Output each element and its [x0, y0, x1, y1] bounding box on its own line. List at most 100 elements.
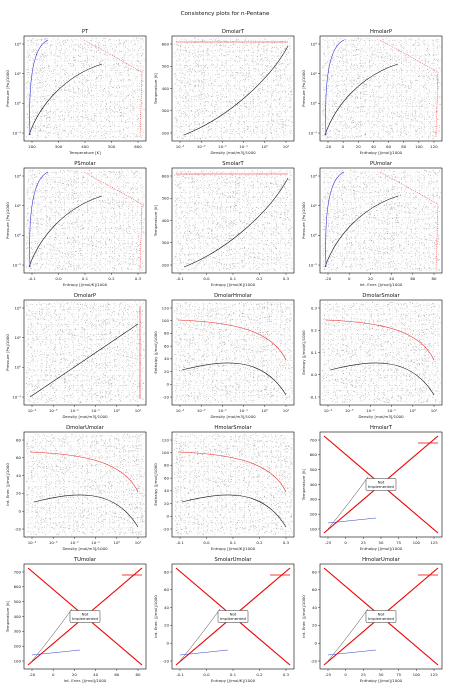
annotation-text: Implemented [72, 616, 98, 621]
y-axis-label: Int. Ener. [J/mol]/1000 [301, 595, 306, 638]
blue-curve [29, 171, 49, 268]
x-axis-label: Density [mol/m3]/1000 [210, 414, 256, 419]
x-tick-label: 400 [81, 144, 89, 149]
y-tick-label: 600 [162, 173, 170, 178]
subplot-dmolarhmolar: DmolarHmolar 10⁻⁴ 10⁻³ 10⁻² 10⁻¹ 10⁰ 10¹ -20 0 20… [153, 293, 295, 419]
y-tick-label: 600 [162, 41, 170, 46]
x-tick-label: 600 [134, 144, 142, 149]
saturation-curve [29, 323, 139, 398]
x-tick-label: 10⁻¹ [91, 540, 100, 545]
subplot-dmolarsmolar: DmolarSmolar 10⁻⁴ 10⁻³ 10⁻² 10⁻¹ 10⁰ 10¹ -0.1 0.… [301, 293, 443, 419]
y-tick-label: 10⁰ [310, 101, 317, 106]
y-tick-label: 80 [164, 463, 169, 468]
y-tick-label: 20 [312, 623, 317, 628]
annotation-text: Not [230, 612, 237, 617]
saturation-curve [179, 608, 221, 662]
y-tick-label: 100 [310, 526, 318, 531]
x-tick-label: 100 [413, 540, 421, 545]
y-tick-label: 80 [164, 331, 169, 336]
x-tick-label: 200 [28, 144, 36, 149]
annotation-text: Implemented [368, 616, 394, 621]
y-tick-label: 200 [310, 511, 318, 516]
x-tick-label: 10⁻⁴ [28, 540, 37, 545]
axes-frame [171, 299, 295, 406]
scatter-points [26, 37, 145, 140]
scatter-points [322, 301, 441, 404]
subplot-title: SmolarUmolar [214, 557, 252, 563]
subplot-dmolart: DmolarT 10⁻⁴ 10⁻³ 10⁻² 10⁻¹ 10⁰ 10¹ 200 300 400 50… [153, 29, 295, 155]
y-tick-label: 60 [164, 587, 169, 592]
x-tick-label: 10¹ [283, 408, 290, 413]
y-tick-label: 0.1 [311, 350, 318, 355]
y-tick-label: 40 [16, 473, 21, 478]
x-tick-label: 20 [356, 144, 361, 149]
y-axis-label: Pressure [Pa]/1000 [5, 70, 10, 107]
red-curve [379, 171, 439, 270]
x-tick-label: 10⁰ [114, 540, 121, 545]
x-tick-label: 75 [396, 672, 401, 677]
y-tick-label: 500 [162, 196, 170, 201]
annotation-box [365, 478, 397, 491]
blue-curve [325, 171, 345, 268]
scatter-points [26, 301, 145, 404]
x-tick-label: 10⁻² [218, 144, 227, 149]
annotation-box [69, 610, 101, 623]
x-tick-label: 10⁰ [410, 408, 417, 413]
x-tick-label: 10¹ [283, 144, 290, 149]
plot-area [26, 301, 145, 404]
y-tick-label: 300 [14, 629, 22, 634]
x-tick-label: 0.3 [283, 540, 290, 545]
x-tick-label: 10⁰ [262, 144, 269, 149]
subplot-hmolarp: HmolarP -20 0 20 40 60 80 100 120 10⁻² 10⁰ 10² 10⁴ En… [301, 29, 443, 155]
y-axis-label: Int. Ener. [J/mol]/1000 [5, 463, 10, 506]
saturation-curve [324, 63, 399, 136]
x-tick-label: 10⁻² [70, 540, 79, 545]
y-tick-label: 10⁰ [14, 233, 21, 238]
annotation-box [365, 610, 397, 623]
subplot-pumolar: PUmolar -20 0 20 40 60 80 10⁻² 10⁰ 10² 10⁴ Int. Ene… [301, 161, 443, 287]
y-tick-label: 200 [14, 643, 22, 648]
x-tick-label: 0 [348, 276, 351, 281]
y-axis-label: Pressure [Pa]/1000 [5, 334, 10, 371]
x-axis-label: Enthalpy [J/mol]/1000 [360, 546, 403, 551]
x-axis-label: Int. Ener. [J/mol]/1000 [64, 678, 107, 683]
y-tick-label: 120 [162, 437, 170, 442]
subplot-smolarumolar: SmolarUmolar -0.1 0.0 0.1 0.2 0.3 -20 0 20 40 60 80… [153, 557, 295, 683]
subplot-title: PT [82, 29, 89, 35]
scatter-points [174, 301, 293, 403]
y-tick-label: 60 [312, 587, 317, 592]
y-tick-label: 200 [162, 130, 170, 135]
x-axis-label: Density [mol/m3]/1000 [62, 546, 108, 551]
saturation-curve [31, 608, 73, 662]
x-tick-label: 125 [430, 672, 438, 677]
x-tick-label: 10⁻³ [49, 540, 58, 545]
x-tick-label: 10⁰ [262, 408, 269, 413]
y-axis-label: Temperature [K] [153, 204, 158, 237]
y-tick-label: 0 [167, 514, 170, 519]
x-tick-label: 500 [108, 144, 116, 149]
y-tick-label: -0.1 [309, 394, 317, 399]
red-curve [379, 39, 439, 138]
y-axis-label: Pressure [Pa]/1000 [301, 70, 306, 107]
plot-area [174, 301, 293, 403]
y-tick-label: 20 [164, 501, 169, 506]
y-tick-label: 60 [164, 343, 169, 348]
x-tick-label: 10⁻⁴ [28, 408, 37, 413]
y-tick-label: 10² [14, 71, 21, 76]
x-tick-label: 0.3 [283, 672, 290, 677]
plot-area [174, 169, 293, 272]
scatter-points [26, 433, 145, 536]
subplot-hmolarumolar: HmolarUmolar -25 0 25 50 75 100 125 -20 0 20 40 60 80… [301, 557, 443, 683]
axes-frame [23, 35, 147, 142]
y-tick-label: 80 [312, 569, 317, 574]
subplot-psmolar: PSmolar -0.1 0.0 0.1 0.2 0.3 10⁻² 10⁰ 10² 10⁴ Entr… [5, 161, 147, 287]
y-tick-label: 10² [14, 335, 21, 340]
y-tick-label: 300 [162, 108, 170, 113]
x-tick-label: 100 [415, 144, 423, 149]
x-tick-label: 0.0 [203, 540, 210, 545]
y-tick-label: -20 [311, 658, 318, 663]
x-tick-label: 0.0 [203, 672, 210, 677]
subplot-title: HmolarP [370, 29, 392, 35]
y-tick-label: -20 [15, 526, 22, 531]
